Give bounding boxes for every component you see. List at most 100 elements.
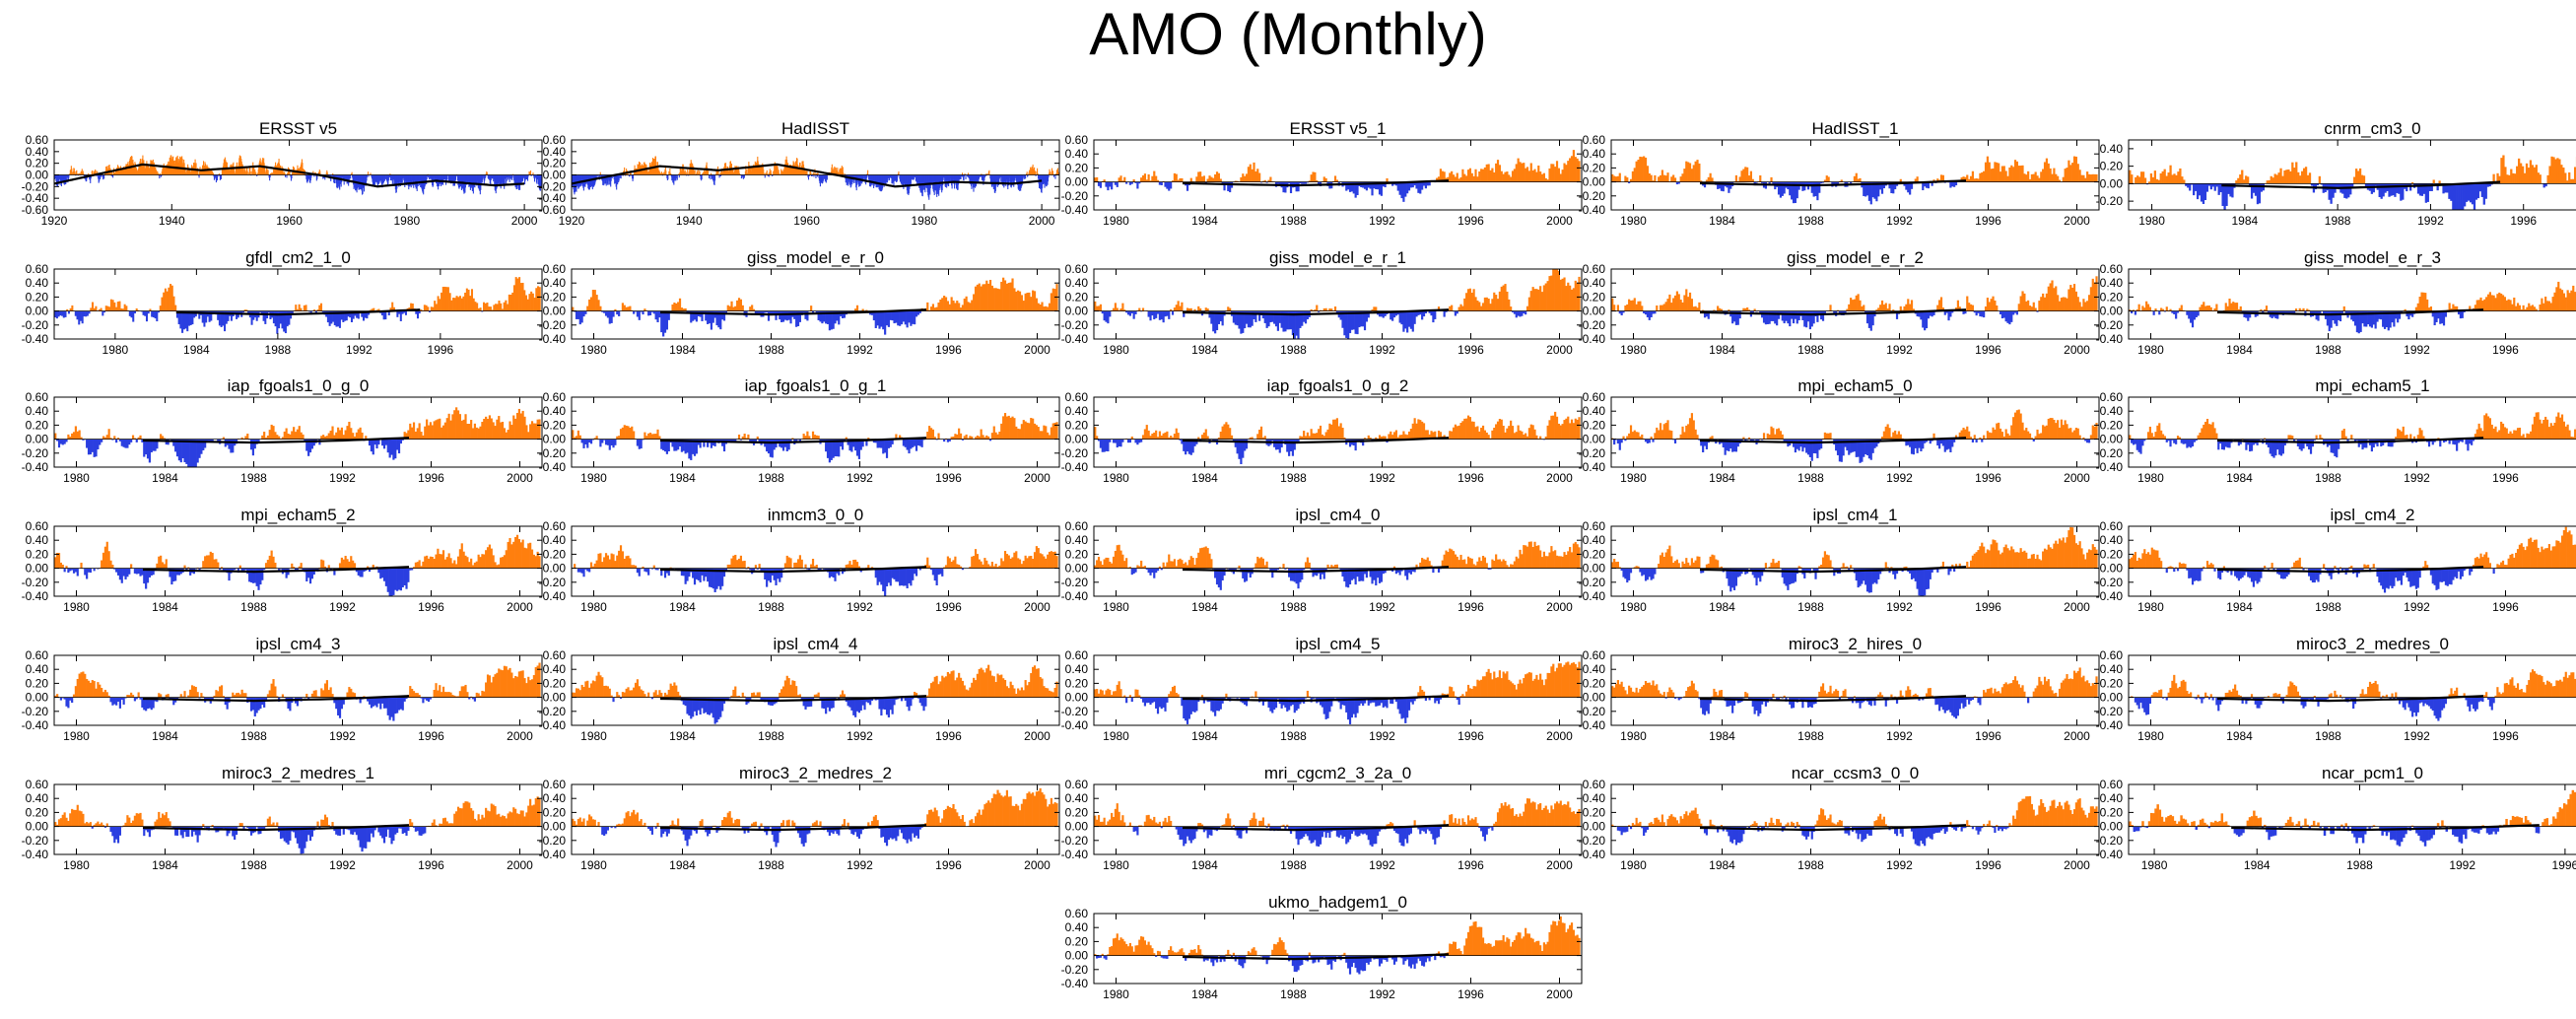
anomaly-bar	[1413, 181, 1416, 186]
anomaly-bar	[1465, 293, 1468, 311]
anomaly-bar	[908, 439, 911, 454]
y-tick-label: -0.40	[1579, 203, 1606, 217]
anomaly-bar	[687, 173, 689, 175]
anomaly-bar	[604, 310, 608, 316]
y-tick-label: -0.40	[2096, 332, 2124, 346]
anomaly-bar	[2281, 175, 2284, 184]
anomaly-bar	[2064, 297, 2067, 311]
anomaly-bar	[128, 310, 131, 316]
anomaly-bar	[769, 310, 772, 315]
anomaly-bar	[830, 310, 833, 330]
anomaly-bar	[99, 174, 101, 182]
anomaly-bar	[895, 310, 898, 323]
anomaly-bar	[1626, 177, 1629, 182]
anomaly-bar	[1253, 162, 1255, 182]
anomaly-bar	[1478, 170, 1481, 182]
anomaly-bar	[1639, 156, 1642, 182]
x-tick-label: 1996	[428, 343, 454, 357]
anomaly-bar	[1742, 307, 1745, 311]
anomaly-bar	[530, 291, 533, 311]
x-tick-label: 1980	[102, 343, 129, 357]
anomaly-bar	[2513, 297, 2516, 311]
anomaly-bar	[2372, 310, 2375, 325]
anomaly-bar	[1149, 180, 1152, 182]
anomaly-bar	[220, 310, 223, 327]
anomaly-bar	[2250, 183, 2254, 199]
anomaly-bar	[961, 174, 963, 177]
anomaly-bar	[482, 174, 484, 180]
anomaly-bar	[2043, 162, 2047, 182]
anomaly-bar	[701, 439, 704, 442]
anomaly-bar	[1614, 176, 1618, 182]
anomaly-bar	[1527, 170, 1530, 182]
panel-title: iap_fgoals1_0_g_0	[228, 376, 370, 395]
anomaly-bar	[470, 289, 474, 311]
anomaly-bar	[1125, 181, 1128, 184]
y-tick-label: 0.40	[2100, 142, 2124, 156]
anomaly-bar	[519, 413, 522, 440]
anomaly-bar	[2064, 169, 2067, 182]
anomaly-bar	[1411, 310, 1414, 332]
anomaly-bar	[1240, 176, 1243, 182]
anomaly-bar	[625, 174, 627, 176]
anomaly-bar	[1966, 296, 1969, 311]
anomaly-bar	[1644, 310, 1648, 315]
anomaly-bar	[2182, 309, 2185, 311]
anomaly-bar	[2382, 183, 2385, 197]
x-tick-label: 1920	[41, 214, 68, 228]
anomaly-bar	[775, 310, 778, 320]
anomaly-bar	[1753, 308, 1756, 311]
anomaly-bar	[220, 174, 222, 179]
anomaly-bar	[2160, 307, 2163, 311]
anomaly-bar	[684, 170, 686, 175]
anomaly-bar	[861, 439, 864, 447]
y-tick-label: -0.20	[1061, 189, 1089, 203]
anomaly-bar	[2223, 183, 2226, 210]
anomaly-bar	[2034, 307, 2037, 311]
anomaly-bar	[2203, 183, 2207, 200]
anomaly-bar	[575, 436, 578, 440]
chart-panel-9: giss_model_e_r_30.600.400.200.00-0.20-0.…	[2096, 248, 2576, 357]
anomaly-bar	[891, 439, 894, 444]
anomaly-bar	[893, 310, 896, 324]
anomaly-bar	[682, 439, 685, 451]
anomaly-bar	[1354, 310, 1357, 334]
anomaly-bar	[1295, 310, 1298, 336]
anomaly-bar	[2027, 300, 2030, 311]
anomaly-bar	[356, 310, 359, 318]
anomaly-bar	[2247, 176, 2250, 184]
anomaly-bar	[2446, 183, 2449, 193]
anomaly-bar	[796, 310, 800, 326]
anomaly-bar	[699, 439, 702, 448]
anomaly-bar	[828, 310, 831, 331]
anomaly-bar	[1097, 181, 1101, 186]
anomaly-bar	[192, 439, 195, 467]
anomaly-bar	[985, 280, 988, 311]
anomaly-bar	[741, 305, 744, 311]
anomaly-bar	[1703, 310, 1707, 318]
x-tick-label: 1984	[183, 343, 210, 357]
anomaly-bar	[365, 436, 368, 440]
anomaly-bar	[2138, 176, 2141, 184]
anomaly-bar	[326, 171, 328, 175]
anomaly-bar	[2239, 174, 2242, 184]
anomaly-bar	[965, 174, 967, 180]
anomaly-bar	[338, 430, 342, 440]
anomaly-bar	[1550, 275, 1553, 311]
anomaly-bar	[328, 310, 331, 326]
y-tick-label: 0.20	[2100, 290, 2124, 304]
anomaly-bar	[1637, 301, 1640, 311]
anomaly-bar	[511, 174, 513, 178]
anomaly-bar	[1025, 174, 1027, 179]
anomaly-bar	[1781, 181, 1784, 196]
chart-panel-2: ERSST v5_10.600.400.200.00-0.20-0.401980…	[1061, 119, 1583, 228]
anomaly-bar	[316, 174, 318, 179]
anomaly-bar	[1280, 310, 1283, 328]
anomaly-bar	[210, 170, 213, 175]
anomaly-bar	[1003, 280, 1007, 311]
anomaly-bar	[1335, 179, 1338, 182]
anomaly-bar	[164, 288, 167, 311]
y-tick-label: -0.20	[2096, 318, 2124, 332]
anomaly-bar	[1618, 310, 1621, 314]
